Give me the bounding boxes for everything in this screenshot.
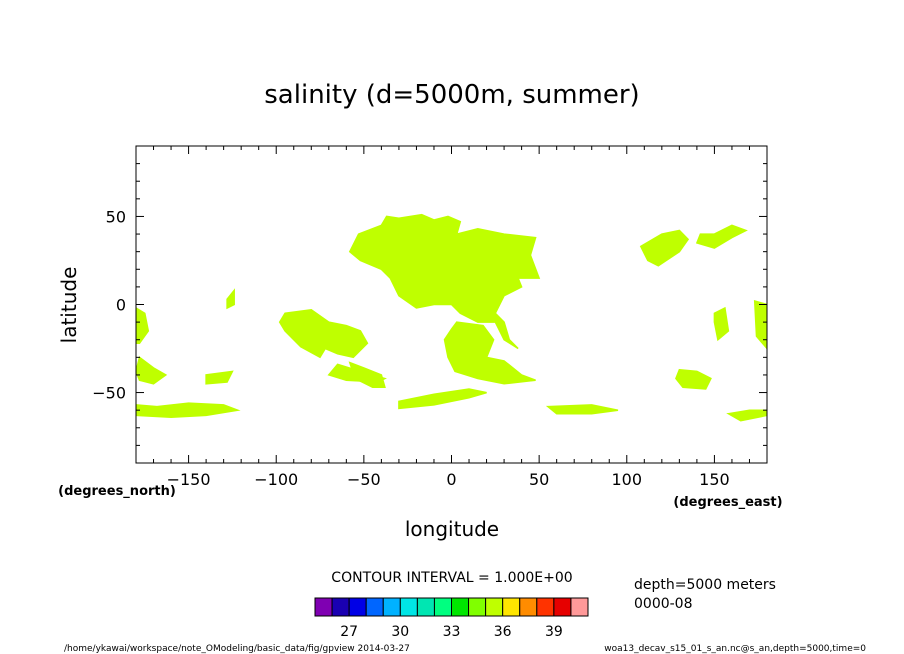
- field-region-16: [545, 404, 619, 415]
- colorbar-tick-label: 30: [391, 624, 409, 640]
- colorbar-swatch: [416, 597, 435, 617]
- field-region-7: [136, 356, 168, 385]
- footer-file: woa13_decav_s15_01_s_an.nc@s_an,depth=50…: [604, 644, 866, 654]
- colorbar-swatch: [502, 597, 521, 617]
- y-axis-label: latitude: [57, 267, 81, 344]
- field-region-2: [398, 388, 487, 410]
- x-tick-label: 50: [529, 470, 549, 489]
- colorbar-swatch: [468, 597, 487, 617]
- colorbar-swatch: [399, 597, 418, 617]
- colorbar-swatch: [519, 597, 538, 617]
- field-region-4: [278, 309, 369, 359]
- colorbar-tick-label: 39: [545, 624, 563, 640]
- field-region-0: [348, 213, 541, 350]
- field-region-10: [226, 288, 235, 310]
- depth-info: depth=5000 meters: [634, 577, 776, 593]
- footer-path: /home/ykawai/workspace/note_OModeling/ba…: [64, 644, 410, 654]
- colorbar-swatch: [382, 597, 401, 617]
- y-tick-label: 50: [106, 207, 126, 226]
- colorbar-swatch: [365, 597, 384, 617]
- colorbar-swatch: [331, 597, 350, 617]
- field-region-8: [136, 402, 241, 418]
- y-axis-unit: (degrees_north): [58, 484, 176, 499]
- colorbar-tick-label: 33: [443, 624, 461, 640]
- axis-ticks: −150 −100 −50 0 50 100 150 −50 0 50: [92, 145, 768, 489]
- field-region-14: [713, 306, 730, 342]
- contour-interval-label: CONTOUR INTERVAL = 1.000E+00: [331, 570, 572, 586]
- x-tick-label: −100: [254, 470, 298, 489]
- field-region-13: [695, 224, 748, 249]
- plot-area: −150 −100 −50 0 50 100 150 −50 0 50: [92, 145, 768, 489]
- y-tick-label: −50: [92, 384, 126, 403]
- field-region-11: [675, 368, 712, 390]
- x-axis-unit: (degrees_east): [673, 495, 782, 510]
- colorbar: 27 30 33 36 39: [314, 597, 589, 640]
- y-tick-label: 0: [116, 296, 126, 315]
- colorbar-tick-label: 36: [494, 624, 512, 640]
- x-tick-label: 150: [699, 470, 730, 489]
- salinity-field: [136, 213, 767, 422]
- field-region-6: [136, 307, 150, 344]
- colorbar-tick-label: 27: [340, 624, 358, 640]
- field-region-1: [443, 321, 536, 385]
- x-tick-label: 100: [612, 470, 643, 489]
- colorbar-swatch: [451, 597, 470, 617]
- x-axis-label: longitude: [405, 517, 499, 541]
- field-region-5: [327, 363, 387, 383]
- colorbar-swatch: [348, 597, 367, 617]
- time-info: 0000-08: [634, 596, 693, 612]
- colorbar-swatch: [570, 597, 589, 617]
- field-region-17: [753, 299, 767, 350]
- x-tick-label: −50: [347, 470, 381, 489]
- colorbar-swatch: [553, 597, 572, 617]
- x-tick-label: 0: [446, 470, 456, 489]
- colorbar-swatch: [314, 597, 333, 617]
- field-region-15: [726, 409, 767, 422]
- colorbar-swatch: [485, 597, 504, 617]
- field-region-12: [639, 229, 690, 267]
- field-region-9: [205, 370, 234, 385]
- colorbar-swatch: [536, 597, 555, 617]
- chart-title: salinity (d=5000m, summer): [264, 80, 639, 110]
- x-tick-label: −150: [167, 470, 211, 489]
- colorbar-swatch: [433, 597, 452, 617]
